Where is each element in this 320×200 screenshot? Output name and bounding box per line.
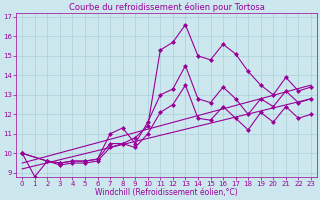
X-axis label: Windchill (Refroidissement éolien,°C): Windchill (Refroidissement éolien,°C) <box>95 188 238 197</box>
Title: Courbe du refroidissement éolien pour Tortosa: Courbe du refroidissement éolien pour To… <box>69 3 265 12</box>
